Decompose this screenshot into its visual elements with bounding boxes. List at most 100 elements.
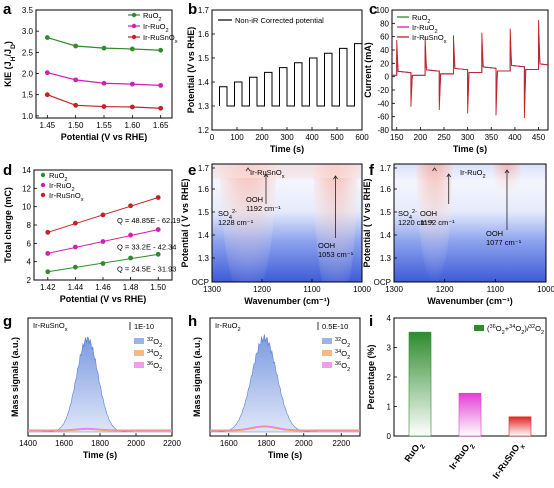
c-ylabel: Current (mA) bbox=[363, 42, 373, 98]
c-series-line bbox=[392, 45, 548, 100]
h-title: Ir-RuO2 bbox=[215, 321, 241, 333]
g-xtick-label: 2200 bbox=[163, 439, 181, 448]
f-ytick-label: 1.6 bbox=[380, 185, 392, 194]
d-legend-label: RuO2 bbox=[49, 171, 68, 183]
f-xlabel: Wavenumber (cm⁻¹) bbox=[427, 296, 512, 306]
h-legend-swatch bbox=[322, 362, 332, 368]
f-ylabel: Potential ( V vs RHE) bbox=[362, 178, 372, 267]
i-legend-label: (36O2+34O2)/32O2 bbox=[487, 324, 544, 336]
c-frame bbox=[391, 9, 549, 131]
e-ytick-label: 1.4 bbox=[198, 231, 210, 240]
panel-d: d 1.42 1.44 1.46 1.48 1.50 2 4 6 8 10 12 14 Potential… bbox=[3, 162, 181, 304]
d-xtick-label: 1.42 bbox=[40, 283, 56, 292]
e-ytick-label: 1.5 bbox=[198, 208, 210, 217]
e-hot-band bbox=[220, 164, 276, 282]
d-ytick-label: 12 bbox=[22, 184, 31, 193]
e-xtick-label: 1200 bbox=[253, 285, 271, 294]
a-point bbox=[101, 80, 107, 86]
e-frame bbox=[211, 163, 363, 283]
g-panel-letter: g bbox=[3, 313, 12, 330]
d-legend-marker bbox=[40, 192, 46, 198]
i-category-label: RuO2 bbox=[402, 439, 426, 466]
a-point bbox=[44, 35, 50, 40]
b-ylabel: Potential (V vs RHE) bbox=[186, 27, 196, 114]
e-panel-letter: e bbox=[188, 162, 196, 179]
b-ytick-label: 1.2 bbox=[198, 126, 210, 135]
f-band-arrow bbox=[504, 169, 510, 174]
d-fit-label: Q = 33.2E - 42.34 bbox=[117, 243, 176, 252]
d-point bbox=[45, 251, 51, 256]
a-point bbox=[158, 47, 164, 53]
d-point bbox=[73, 220, 78, 226]
g-trace bbox=[28, 428, 172, 432]
g-legend-swatch bbox=[134, 350, 144, 356]
h-xtick-label: 1600 bbox=[220, 439, 238, 448]
e-top-glow bbox=[212, 164, 362, 178]
h-legend-label: 34O2 bbox=[335, 349, 350, 361]
i-category-label: Ir-RuO2 bbox=[447, 439, 476, 473]
f-band-label: SO42- bbox=[398, 209, 417, 221]
a-ytick-label: 2.5 bbox=[22, 48, 34, 57]
c-ytick-label: 40 bbox=[380, 46, 389, 55]
e-xlabel: Wavenumber (cm⁻¹) bbox=[244, 296, 329, 306]
a-point bbox=[129, 81, 135, 87]
a-point bbox=[44, 92, 50, 98]
a-xtick-label: 1.45 bbox=[40, 121, 56, 130]
b-legend-label: Non-iR Corrected potential bbox=[235, 16, 324, 25]
b-xtick-label: 200 bbox=[255, 133, 269, 142]
g-xtick-label: 2000 bbox=[127, 439, 145, 448]
b-xtick-label: 300 bbox=[280, 133, 294, 142]
d-ytick-label: 14 bbox=[22, 166, 31, 175]
g-title: Ir-RuSnOx bbox=[33, 321, 68, 333]
h-ylabel: Mass signals (a.u.) bbox=[192, 337, 202, 417]
f-hot-band bbox=[416, 164, 453, 282]
b-ytick-label: 1.3 bbox=[198, 102, 210, 111]
e-band-wavenumber: 1192 cm⁻¹ bbox=[246, 204, 281, 213]
a-ylabel: KIE (JH/JD) bbox=[3, 41, 17, 87]
e-title: Ir-RuSnOx bbox=[250, 168, 285, 180]
a-legend-marker bbox=[131, 23, 137, 29]
d-point bbox=[128, 232, 134, 238]
a-point bbox=[44, 70, 50, 76]
d-point bbox=[128, 203, 134, 209]
c-ytick-label: 60 bbox=[380, 33, 389, 42]
a-xtick-label: 1.55 bbox=[96, 121, 112, 130]
d-point bbox=[45, 229, 51, 235]
panel-e: e 1300 1200 1100 1000 OCP 1.3 1.4 1.5 1.6 1.7 Waven… bbox=[180, 162, 371, 306]
d-xtick-label: 1.44 bbox=[68, 283, 84, 292]
c-ytick-label: -20 bbox=[377, 86, 389, 95]
e-xtick-label: 1000 bbox=[353, 285, 371, 294]
c-xtick-label: 200 bbox=[414, 133, 428, 142]
e-ytick-label: OCP bbox=[192, 278, 209, 287]
f-band-label: OOH bbox=[486, 229, 503, 238]
b-panel-letter: b bbox=[188, 1, 197, 18]
g-legend-swatch bbox=[134, 362, 144, 368]
i-ytick-label: 4 bbox=[387, 314, 392, 323]
d-legend-label: Ir-RuO2 bbox=[49, 181, 75, 193]
g-ylabel: Mass signals (a.u.) bbox=[10, 337, 20, 417]
d-point bbox=[100, 261, 106, 266]
d-point bbox=[128, 255, 134, 261]
h-xtick-label: 2200 bbox=[332, 439, 350, 448]
g-xtick-label: 1600 bbox=[55, 439, 73, 448]
g-peak-32O2 bbox=[28, 336, 172, 433]
b-ytick-label: 1.7 bbox=[198, 6, 210, 15]
h-legend-label: 32O2 bbox=[335, 337, 350, 349]
c-legend-label: Ir-RuSnOx bbox=[412, 33, 447, 45]
f-band-label: OOH bbox=[420, 209, 437, 218]
b-xlabel: Time (s) bbox=[270, 144, 304, 154]
b-xtick-label: 0 bbox=[210, 133, 215, 142]
g-trace bbox=[28, 427, 172, 431]
d-point bbox=[100, 239, 106, 244]
h-xlabel: Time (s) bbox=[268, 450, 302, 460]
d-legend-marker bbox=[40, 172, 46, 178]
d-fit-label: Q = 48.85E - 62.19 bbox=[117, 216, 181, 225]
g-xtick-label: 1400 bbox=[19, 439, 37, 448]
d-legend-label: Ir-RuSnOx bbox=[49, 191, 84, 203]
d-point bbox=[155, 227, 161, 232]
panel-b: b 0 100 200 300 400 500 600 1.2 1.3 1.4 1.5 1.6 1.7 Ti… bbox=[186, 1, 369, 154]
a-point bbox=[101, 45, 107, 51]
d-ytick-label: 2 bbox=[27, 276, 32, 285]
i-bar bbox=[458, 392, 482, 437]
